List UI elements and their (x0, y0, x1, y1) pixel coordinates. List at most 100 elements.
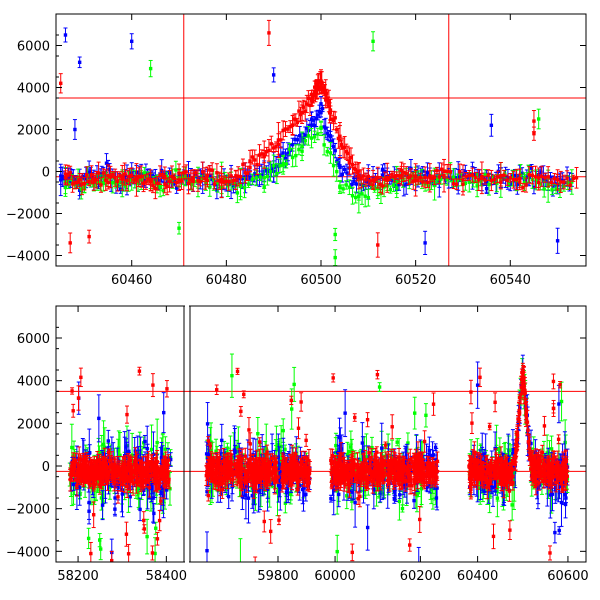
data-point-red (75, 175, 80, 189)
data-point-red (406, 170, 411, 186)
data-point-green (328, 141, 333, 164)
data-point-red (70, 175, 75, 193)
data-point-red (571, 174, 576, 182)
data-point-red (498, 161, 503, 190)
data-point-red (236, 166, 241, 187)
data-point-blue (319, 107, 323, 118)
data-point-red (361, 167, 366, 185)
data-point-red (233, 169, 238, 190)
data-point-blue (112, 503, 117, 515)
y-tick-label: 6000 (17, 332, 50, 347)
data-point-red (337, 122, 342, 158)
outlier-point-green (333, 249, 338, 266)
y-tick-label: 2000 (17, 124, 50, 139)
data-point-red (221, 175, 226, 189)
data-point-red (150, 545, 155, 561)
outlier-point-blue (555, 227, 560, 254)
data-point-red (491, 523, 496, 550)
outlier-point-green (148, 59, 153, 78)
data-point-red (78, 367, 83, 388)
data-point-red (177, 168, 182, 191)
x-tick-label: 60520 (395, 273, 436, 288)
data-point-red (274, 141, 279, 153)
data-point-red (229, 168, 234, 184)
data-point-red (266, 139, 271, 162)
data-point-red (476, 168, 481, 191)
data-point-blue (151, 503, 156, 524)
data-point-red (288, 120, 293, 134)
data-point-green (293, 144, 298, 167)
data-point-red (164, 380, 169, 398)
data-point-red (281, 120, 286, 141)
data-point-red (72, 176, 77, 190)
y-tick-label: 0 (42, 460, 50, 475)
observing-season-1 (204, 353, 312, 562)
data-point-red (82, 176, 87, 191)
y-tick-label: 0 (42, 166, 50, 181)
data-point-green (569, 169, 574, 195)
data-point-red (210, 162, 215, 179)
outlier-point-green (536, 108, 541, 130)
data-point-red (262, 510, 267, 533)
y-tick-label: 6000 (17, 40, 50, 55)
data-point-red (146, 173, 151, 185)
data-point-red (309, 93, 314, 107)
data-point-green (66, 179, 71, 190)
data-point-red (243, 162, 248, 184)
data-point-red (407, 538, 412, 552)
data-point-red (226, 172, 231, 191)
data-point-red (363, 172, 368, 187)
data-point-red (212, 178, 217, 190)
data-point-red (155, 176, 160, 191)
data-point-red (542, 415, 547, 436)
data-point-green (542, 180, 547, 198)
x-tick-label: 60200 (400, 569, 441, 584)
x-tick-label: 58200 (57, 569, 98, 584)
data-point-red (283, 121, 288, 137)
data-point-red (157, 509, 162, 532)
data-point-red (108, 165, 113, 189)
data-point-red (408, 168, 413, 184)
data-point-blue (58, 163, 63, 197)
data-point-red (120, 164, 125, 191)
data-point-red (113, 168, 118, 187)
data-point-red (241, 390, 246, 399)
data-point-red (382, 171, 387, 187)
data-point-red (561, 174, 566, 190)
data-point-green (287, 142, 292, 156)
data-point-red (125, 474, 130, 499)
data-point-green (98, 538, 103, 561)
data-point-green (238, 538, 243, 562)
observing-season-0 (67, 366, 173, 562)
data-point-red (314, 79, 319, 100)
data-point-green (353, 191, 358, 204)
data-point-blue (456, 161, 461, 195)
data-point-red (323, 79, 328, 109)
data-point-green (363, 185, 368, 208)
data-point-green (391, 178, 396, 192)
data-point-red (552, 172, 557, 185)
data-point-green (145, 518, 150, 555)
data-point-red (188, 169, 193, 190)
outlier-point-blue (72, 119, 77, 140)
data-point-red (217, 171, 222, 190)
data-point-red (574, 166, 579, 189)
data-point-red (350, 543, 355, 562)
data-point-red (333, 111, 338, 125)
data-point-red (200, 161, 205, 183)
data-point-blue (264, 165, 269, 175)
data-point-green (366, 188, 371, 207)
data-point-red (365, 412, 370, 428)
data-point-red (205, 166, 210, 185)
data-point-red (430, 174, 435, 182)
data-point-blue (138, 497, 143, 522)
data-point-green (242, 177, 247, 199)
data-point-red (558, 170, 563, 194)
data-point-blue (168, 452, 173, 467)
data-point-green (344, 180, 349, 190)
data-point-blue (337, 157, 342, 177)
data-point-red (184, 164, 189, 180)
data-point-green (289, 388, 294, 430)
data-point-blue (365, 504, 370, 551)
data-point-red (132, 175, 137, 184)
